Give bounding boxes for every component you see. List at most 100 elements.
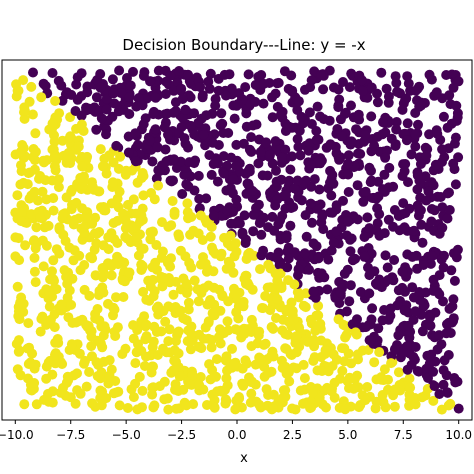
point-class-1 [177,94,188,104]
point-class-0 [163,404,174,415]
point-class-1 [122,73,132,83]
point-class-1 [343,158,353,169]
point-class-0 [19,113,30,124]
point-class-1 [336,131,347,142]
point-class-1 [280,118,291,129]
point-class-1 [427,251,438,262]
point-class-0 [115,151,126,162]
point-class-0 [114,186,125,197]
point-class-1 [180,104,191,115]
point-class-1 [152,142,163,153]
point-class-1 [246,132,257,143]
point-class-1 [400,159,411,169]
point-class-0 [30,277,41,288]
point-class-0 [281,368,292,379]
point-class-0 [178,273,189,284]
point-class-1 [267,112,278,123]
point-class-0 [389,401,400,412]
point-class-1 [124,109,135,119]
point-class-1 [424,129,435,140]
point-class-0 [183,213,193,224]
point-class-0 [149,400,160,411]
point-class-0 [354,402,364,413]
point-class-1 [250,79,261,90]
point-class-1 [228,174,239,185]
point-class-0 [206,342,217,353]
point-class-1 [385,303,396,314]
point-class-1 [137,100,148,111]
x-axis-ticks: −10.0 −7.5 −5.0 −2.5 0.0 2.5 5.0 7.5 10.0 [0,420,472,442]
point-class-1 [262,170,273,181]
point-class-0 [98,356,109,367]
point-class-0 [112,215,123,226]
point-class-0 [268,389,279,400]
point-class-1 [372,97,383,108]
point-class-1 [412,200,423,211]
point-class-0 [118,292,129,302]
point-class-0 [101,168,112,179]
point-class-0 [271,313,281,323]
point-class-1 [386,133,397,144]
point-class-0 [130,378,141,389]
point-class-1 [441,70,452,80]
point-class-1 [353,109,364,120]
point-class-1 [378,117,388,128]
point-class-1 [205,68,216,79]
point-class-0 [169,355,180,366]
point-class-1 [332,124,343,134]
point-class-0 [19,399,30,410]
point-class-1 [346,136,357,147]
point-class-0 [383,374,393,385]
point-class-1 [340,108,350,119]
point-class-1 [243,166,254,177]
point-class-0 [70,214,81,225]
point-class-0 [18,298,29,309]
point-class-1 [177,189,188,199]
point-class-1 [238,138,249,149]
point-class-0 [94,285,105,296]
point-class-1 [219,168,229,179]
point-class-1 [347,255,358,266]
point-class-1 [434,389,445,399]
point-class-1 [417,326,428,337]
point-class-0 [428,395,439,406]
point-class-0 [310,325,321,336]
point-class-0 [147,274,158,285]
point-class-1 [436,254,447,265]
point-class-0 [86,331,97,342]
point-class-0 [321,402,331,413]
point-class-1 [425,258,436,269]
point-class-0 [89,228,100,239]
point-class-1 [452,244,463,255]
point-class-0 [315,318,326,329]
point-class-1 [365,335,376,346]
point-class-0 [328,349,339,360]
point-class-1 [147,156,158,167]
point-class-0 [213,332,224,342]
point-class-0 [71,317,82,328]
point-class-0 [313,310,324,321]
point-class-0 [122,403,133,413]
point-class-1 [253,158,264,169]
point-class-0 [13,346,24,357]
point-class-1 [416,178,427,189]
point-class-1 [438,262,449,273]
point-class-1 [338,77,348,87]
point-class-1 [381,83,392,94]
point-class-0 [305,403,316,414]
point-class-0 [130,358,141,369]
point-class-1 [407,282,418,293]
point-class-0 [90,313,101,324]
point-class-0 [227,343,237,354]
point-class-1 [342,264,353,275]
point-class-0 [295,385,306,396]
point-class-0 [162,257,173,268]
point-class-0 [84,367,95,377]
point-class-0 [131,208,142,219]
point-class-0 [22,343,33,354]
point-class-0 [147,227,158,238]
point-class-0 [50,96,61,106]
point-class-0 [53,182,64,193]
point-class-0 [184,257,195,268]
point-class-1 [316,268,327,279]
